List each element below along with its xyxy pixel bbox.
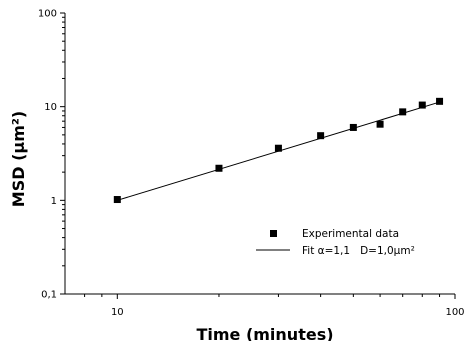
x-axis-title: Time (minutes) <box>196 325 333 341</box>
data-point <box>317 132 325 140</box>
data-point <box>274 144 282 152</box>
data-point <box>436 97 444 105</box>
legend: Experimental data Fit α=1,1 D=1,0µm² <box>256 228 415 257</box>
y-tick-label: 0,1 <box>41 290 57 301</box>
x-tick-label: 10 <box>111 307 124 318</box>
axis-ticks: 0,1 1 10 100 10 100 <box>38 9 465 319</box>
data-point <box>349 123 357 131</box>
legend-label-experimental: Experimental data <box>302 228 399 240</box>
y-tick-label: 1 <box>51 196 57 207</box>
plot-area <box>113 97 444 204</box>
axes <box>64 13 455 295</box>
y-axis-title: MSD (µm²) <box>9 111 28 207</box>
data-point <box>418 101 426 109</box>
legend-label-fit: Fit α=1,1 D=1,0µm² <box>302 245 415 257</box>
y-tick-label: 10 <box>44 102 57 113</box>
data-point <box>376 120 384 128</box>
y-tick-label: 100 <box>38 9 57 20</box>
data-point <box>399 108 407 116</box>
legend-marker-experimental <box>270 230 277 237</box>
x-tick-label: 100 <box>445 307 464 318</box>
data-point <box>215 164 223 172</box>
data-point <box>113 196 121 204</box>
